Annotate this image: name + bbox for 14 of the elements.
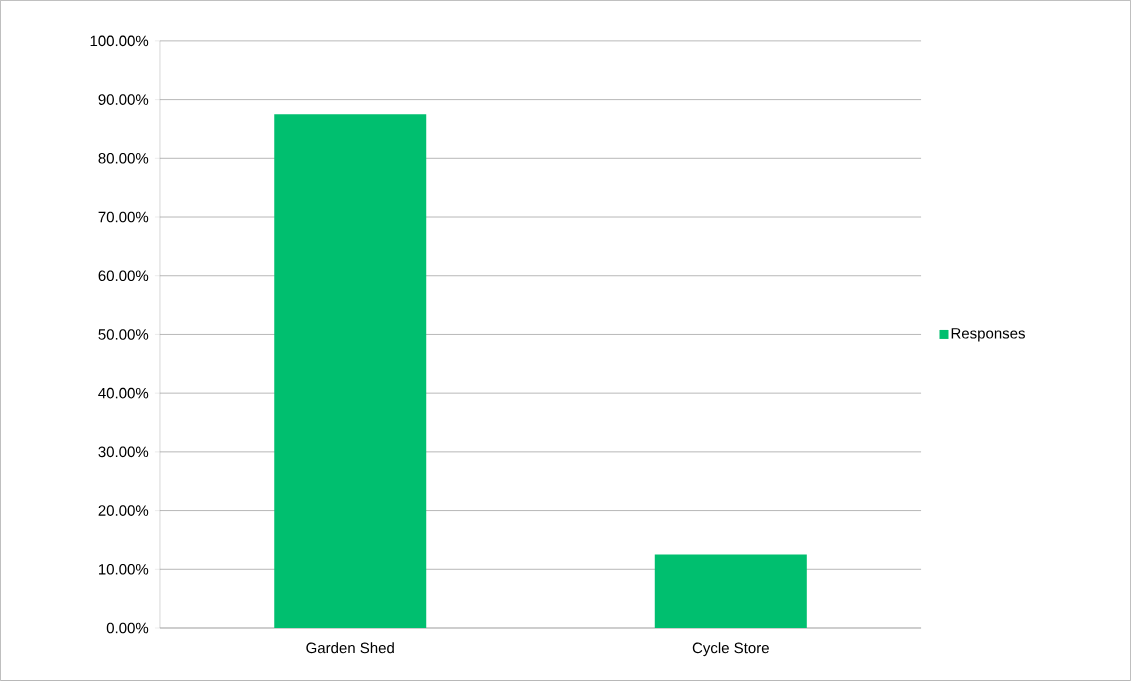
y-tick-label: 50.00% — [98, 329, 149, 340]
y-tick-label: 80.00% — [98, 153, 149, 164]
y-tick-label: 90.00% — [98, 94, 149, 105]
x-tick-label: Garden Shed — [306, 642, 394, 654]
y-tick-label: 0.00% — [106, 622, 149, 634]
y-tick-label: 100.00% — [90, 35, 149, 47]
y-tick-label: 60.00% — [98, 270, 149, 282]
y-tick-label: 20.00% — [98, 505, 149, 516]
y-tick-label: 70.00% — [98, 211, 149, 223]
legend-label: Responses — [951, 328, 1025, 342]
x-tick-label: Cycle Store — [692, 642, 769, 657]
y-tick-label: 30.00% — [98, 446, 149, 458]
y-tick-label: 40.00% — [98, 387, 149, 399]
y-tick-label: 10.00% — [98, 564, 149, 575]
